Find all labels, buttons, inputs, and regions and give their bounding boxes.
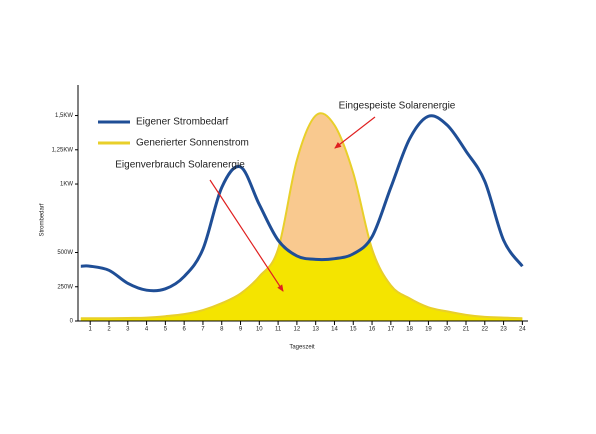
x-tick-label: 14 <box>331 327 338 333</box>
y-tick-label: 1KW <box>60 182 73 188</box>
legend-label: Generierter Sonnenstrom <box>136 138 249 149</box>
x-tick-label: 22 <box>481 327 488 333</box>
y-tick-label: 1,5KW <box>55 113 73 119</box>
x-tick-label: 2 <box>107 327 111 333</box>
x-axis-title: Tageszeit <box>289 345 315 351</box>
x-tick-label: 13 <box>312 327 319 333</box>
x-tick-label: 10 <box>256 327 263 333</box>
x-tick-label: 1 <box>89 327 93 333</box>
x-tick-label: 9 <box>239 327 243 333</box>
x-tick-label: 20 <box>444 327 451 333</box>
x-tick-label: 19 <box>425 327 432 333</box>
x-tick-label: 6 <box>182 327 186 333</box>
annotation: Eingespeiste Solarenergie <box>339 101 456 112</box>
x-tick-label: 11 <box>275 327 282 333</box>
x-tick-label: 23 <box>500 327 507 333</box>
annotation-arrow <box>334 116 376 149</box>
y-tick-label: 0 <box>70 319 74 325</box>
legend-label: Eigener Strombedarf <box>136 117 228 128</box>
x-tick-label: 24 <box>519 327 526 333</box>
x-tick-label: 4 <box>145 327 149 333</box>
surplus-area <box>80 113 523 291</box>
demand-line <box>80 114 524 293</box>
x-tick-label: 12 <box>294 327 301 333</box>
solar-line <box>80 112 523 320</box>
x-tick-label: 17 <box>387 327 394 333</box>
x-tick-label: 7 <box>201 327 205 333</box>
x-tick-label: 21 <box>463 327 470 333</box>
x-tick-label: 5 <box>164 327 168 333</box>
annotation: Eigenverbrauch Solarenergie <box>115 160 245 171</box>
x-tick-label: 15 <box>350 327 357 333</box>
y-tick-label: 1,25KW <box>52 147 74 153</box>
y-tick-label: 250W <box>57 284 73 290</box>
x-tick-label: 18 <box>406 327 413 333</box>
x-tick-label: 16 <box>369 327 376 333</box>
y-tick-label: 500W <box>57 250 73 256</box>
x-tick-label: 8 <box>220 327 224 333</box>
annotation-arrow <box>209 179 284 292</box>
y-axis-title: Strombedarf <box>40 203 46 236</box>
x-tick-label: 3 <box>126 327 130 333</box>
